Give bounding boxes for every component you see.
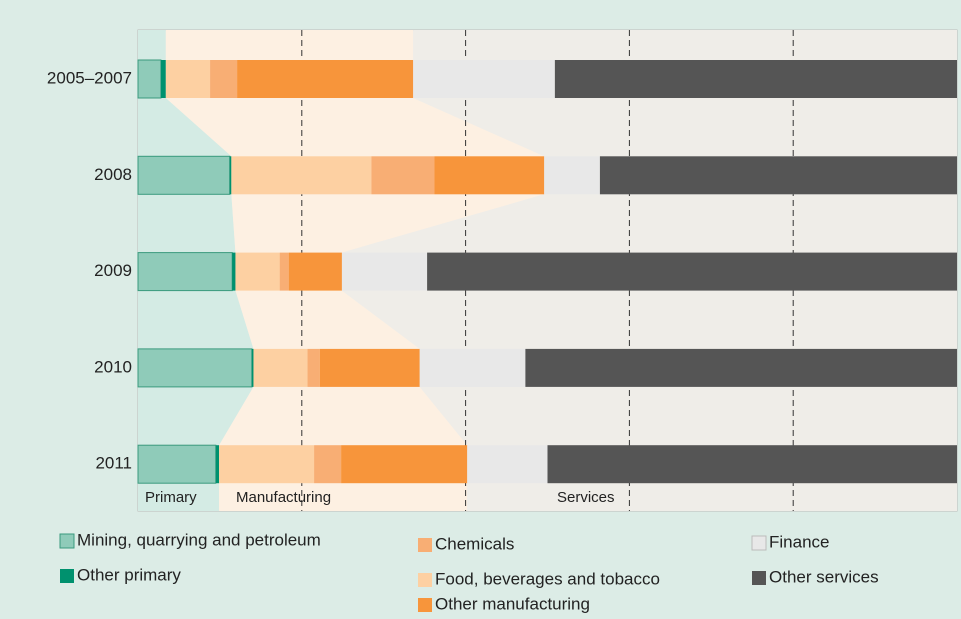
bar-segment bbox=[219, 445, 315, 484]
bar-segment bbox=[237, 60, 414, 98]
y-tick-label: 2009 bbox=[94, 261, 132, 280]
bar-segment bbox=[137, 155, 231, 195]
legend-label: Food, beverages and tobacco bbox=[435, 569, 660, 588]
bar-segment bbox=[419, 348, 526, 387]
sector-label: Manufacturing bbox=[236, 489, 331, 506]
bar-segment bbox=[314, 445, 342, 484]
bar-segment bbox=[427, 252, 957, 291]
bar-segment bbox=[319, 348, 420, 387]
bar-segment bbox=[232, 252, 236, 291]
bar-segment bbox=[371, 156, 435, 195]
bar-segment bbox=[137, 444, 217, 484]
y-tick-label: 2010 bbox=[94, 357, 132, 376]
y-tick-label: 2008 bbox=[94, 165, 132, 184]
legend-label: Other primary bbox=[77, 565, 181, 584]
legend-swatch bbox=[752, 571, 766, 585]
legend-label: Other manufacturing bbox=[435, 594, 590, 613]
bar-segment bbox=[231, 156, 372, 195]
bar-segment bbox=[547, 445, 957, 484]
y-tick-label: 2011 bbox=[95, 454, 132, 473]
bar-segment bbox=[137, 59, 162, 99]
bar-segment bbox=[279, 252, 289, 291]
bar-segment bbox=[165, 60, 211, 98]
bar-segment bbox=[554, 60, 957, 98]
legend-swatch bbox=[751, 535, 767, 551]
bar-segment bbox=[235, 252, 280, 291]
bar-segment bbox=[341, 445, 468, 484]
bar-segment bbox=[307, 348, 320, 387]
legend-label: Finance bbox=[769, 532, 829, 551]
bar-segment bbox=[599, 156, 957, 195]
bar-segment bbox=[544, 156, 600, 195]
legend-swatch bbox=[418, 598, 432, 612]
legend-swatch bbox=[418, 573, 432, 587]
bar-segment bbox=[160, 60, 166, 98]
legend-label: Mining, quarrying and petroleum bbox=[77, 530, 321, 549]
legend-swatch bbox=[60, 569, 74, 583]
bar-segment bbox=[288, 252, 342, 291]
bar-segment bbox=[434, 156, 545, 195]
bar-segment bbox=[467, 445, 548, 484]
bar-segment bbox=[215, 445, 220, 484]
legend-swatch bbox=[418, 538, 432, 552]
bar-segment bbox=[413, 60, 555, 98]
legend-label: Other services bbox=[769, 567, 879, 586]
sector-label: Primary bbox=[145, 489, 197, 506]
bar-segment bbox=[229, 156, 232, 195]
bar-segment bbox=[210, 60, 238, 98]
bar-segment bbox=[253, 348, 308, 387]
sector-label: Services bbox=[557, 489, 615, 506]
manufacturing-band bbox=[165, 30, 545, 511]
bar-segment bbox=[137, 348, 253, 388]
bar-segment bbox=[137, 252, 233, 292]
legend-label: Chemicals bbox=[435, 534, 514, 553]
bar-segment bbox=[341, 252, 428, 291]
bar-segment bbox=[525, 348, 957, 387]
bar-segment bbox=[251, 348, 254, 387]
y-tick-label: 2005–2007 bbox=[47, 68, 132, 87]
legend-swatch bbox=[59, 533, 75, 549]
